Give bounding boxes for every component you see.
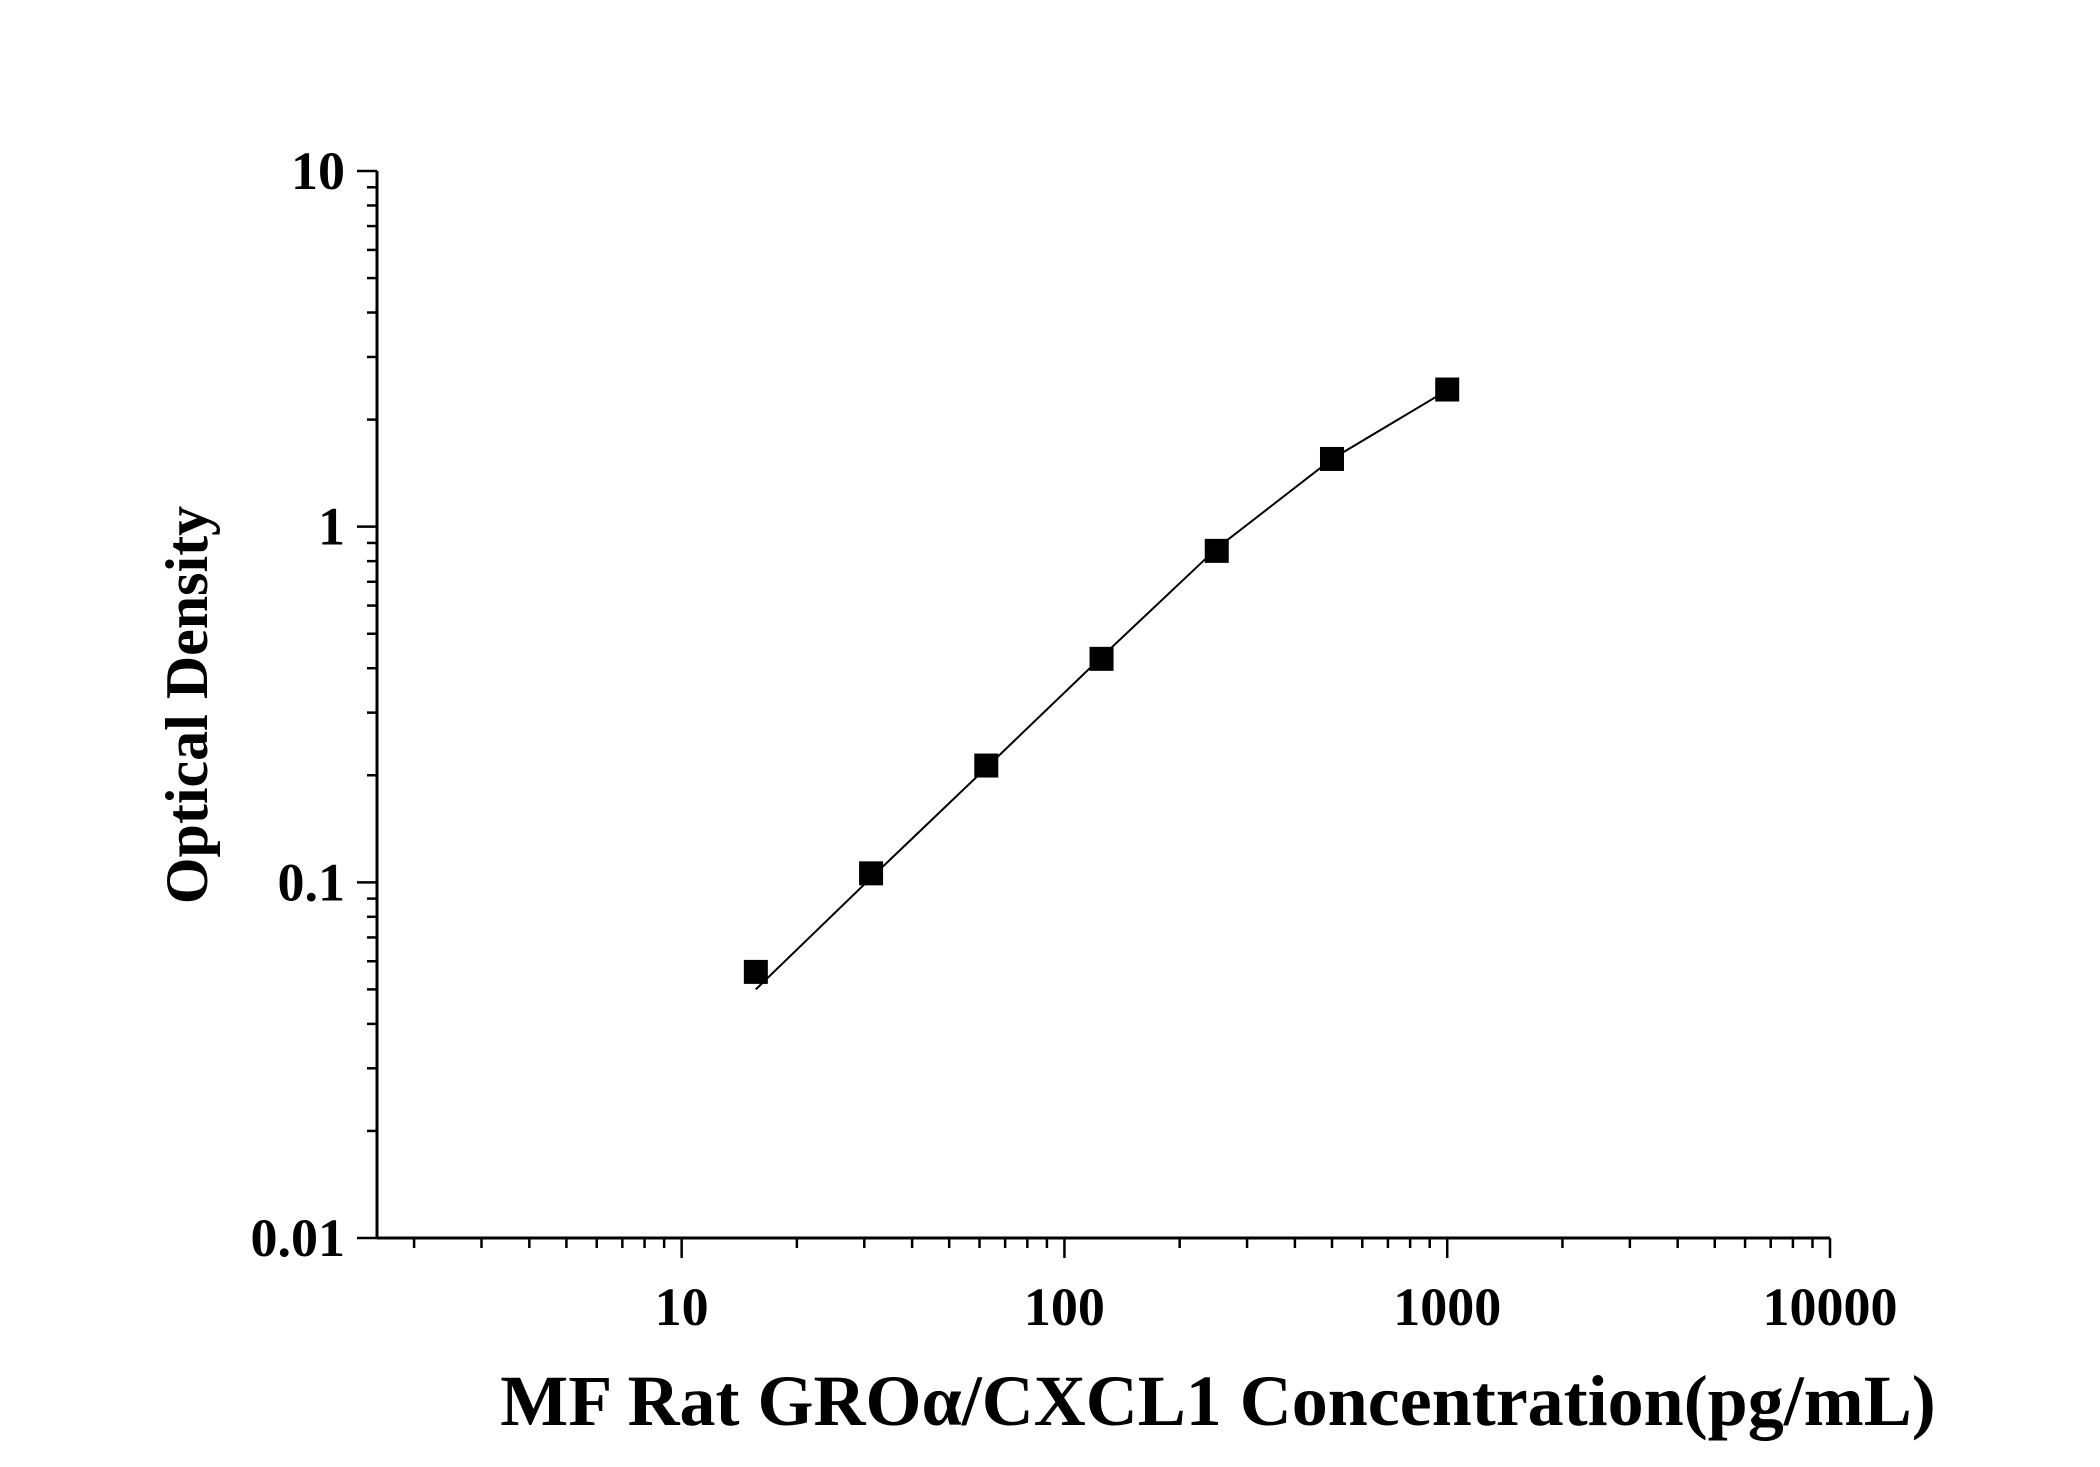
x-tick-label: 10 (655, 1277, 709, 1337)
data-point-marker (1204, 538, 1229, 563)
data-point-marker (1435, 377, 1460, 402)
y-tick-label: 1 (318, 497, 345, 557)
y-tick-label: 0.01 (251, 1208, 346, 1268)
x-tick-label: 1000 (1393, 1277, 1501, 1337)
y-tick-label: 0.1 (278, 852, 346, 912)
y-tick-label: 10 (291, 141, 345, 201)
tick-labels: 10 100 1000 10000 0.01 0.1 1 10 (251, 141, 1898, 1337)
x-axis-title: MF Rat GROα/CXCL1 Concentration(pg/mL) (500, 1361, 1935, 1441)
data-point-marker (743, 959, 768, 984)
x-tick-label: 100 (1024, 1277, 1105, 1337)
axes (375, 171, 1830, 1240)
data-point-marker (1319, 446, 1344, 471)
data-series (743, 377, 1460, 991)
data-point-marker (974, 753, 999, 778)
axis-ticks (357, 169, 1832, 1258)
x-tick-label: 10000 (1763, 1277, 1898, 1337)
fit-curve-line (755, 389, 1448, 991)
y-axis-title: Optical Density (154, 506, 220, 904)
data-point-marker (859, 861, 884, 886)
data-point-marker (1089, 646, 1114, 671)
